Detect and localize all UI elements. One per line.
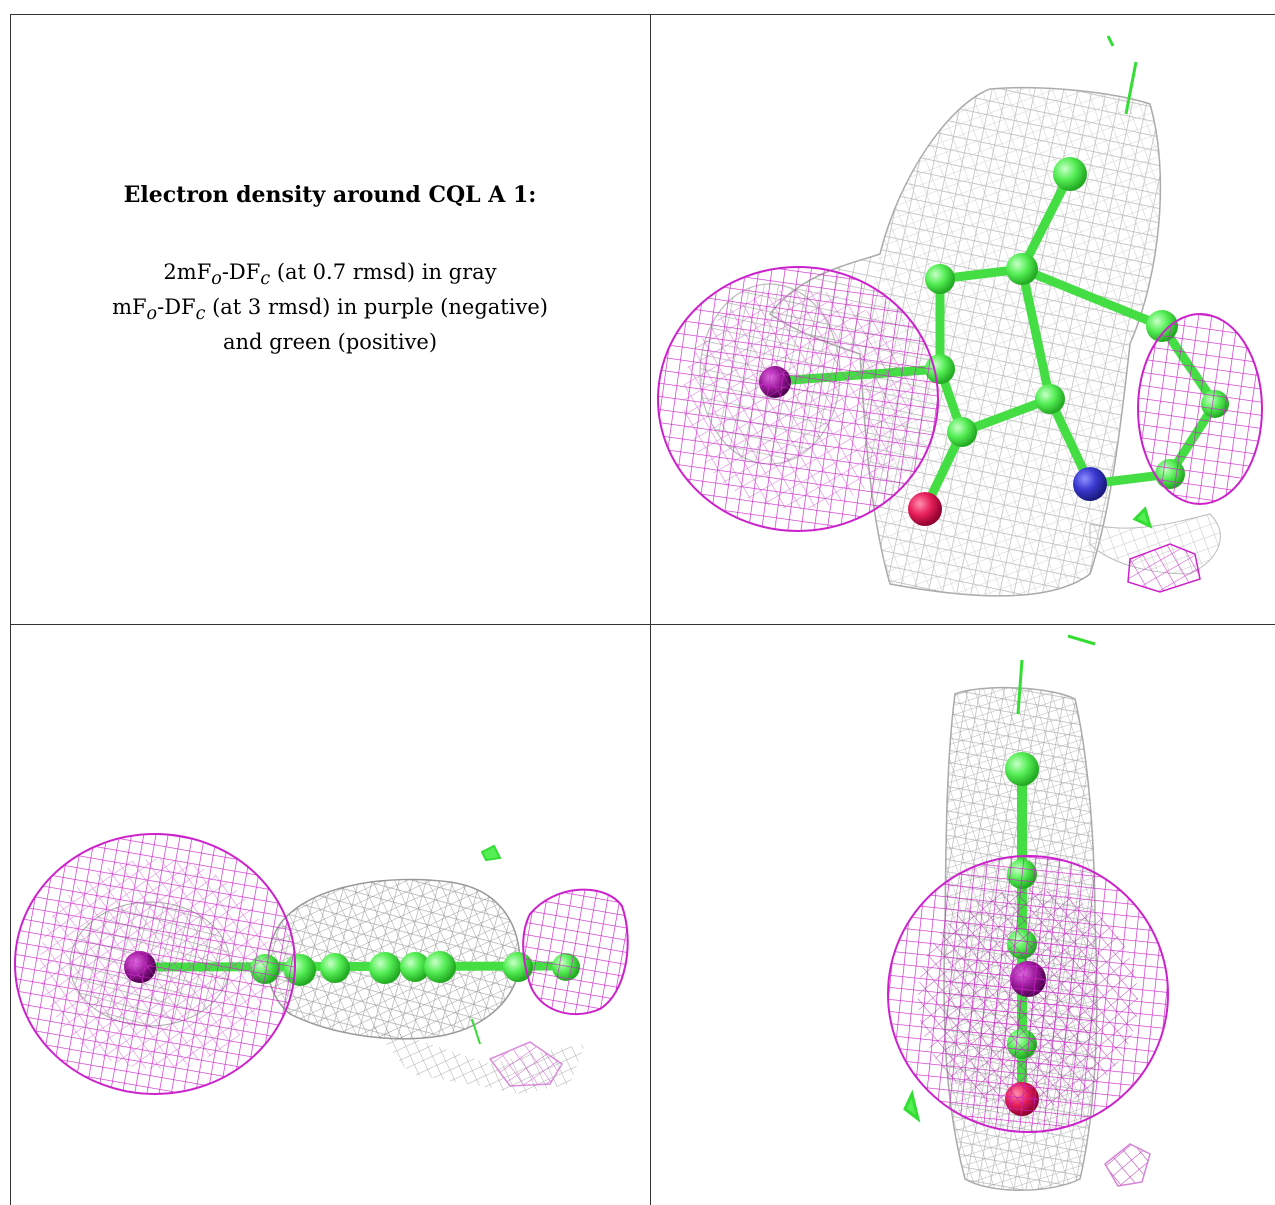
caption-line-colors: and green (positive) <box>222 330 438 355</box>
atom-carbon <box>424 951 456 983</box>
atom-carbon <box>400 952 430 982</box>
atom-oxygen <box>908 492 942 526</box>
end-view-render <box>887 634 1169 1191</box>
atom-carbon <box>320 953 350 983</box>
atom-carbon <box>1006 253 1038 285</box>
front-view-render <box>657 35 1263 597</box>
density-view-end <box>650 624 1275 1205</box>
grid-border-left <box>10 14 11 1205</box>
green-positive-mesh <box>471 844 502 1045</box>
density-view-side <box>10 624 650 1205</box>
caption-line-fofc: mFo-DFc (at 3 rmsd) in purple (negative) <box>112 295 548 325</box>
grid-border-middle <box>10 624 1275 625</box>
green-positive-mesh <box>1106 35 1153 529</box>
purple-negative-mesh <box>657 266 1263 593</box>
purple-negative-mesh <box>887 855 1169 1187</box>
grid-border-center <box>650 14 651 1205</box>
atom-carbon <box>1035 384 1065 414</box>
grid-border-top <box>10 14 1275 15</box>
caption-line-2fofc: 2mFo-DFc (at 0.7 rmsd) in gray <box>163 260 497 290</box>
caption-cell: Electron density around CQL A 1: 2mFo-DF… <box>10 14 650 624</box>
density-view-front <box>650 14 1275 624</box>
side-view-render <box>14 833 629 1095</box>
atom-carbon <box>369 952 401 984</box>
atom-carbon <box>925 264 955 294</box>
caption-title: Electron density around CQL A 1: <box>123 182 537 208</box>
atom-carbon <box>1053 157 1087 191</box>
atom-carbon <box>947 417 977 447</box>
purple-negative-mesh <box>14 833 629 1095</box>
atom-carbon <box>1005 752 1039 786</box>
caption: Electron density around CQL A 1: 2mFo-DF… <box>10 182 650 356</box>
green-positive-mesh <box>903 634 1096 1123</box>
atom-nitrogen <box>1073 467 1107 501</box>
